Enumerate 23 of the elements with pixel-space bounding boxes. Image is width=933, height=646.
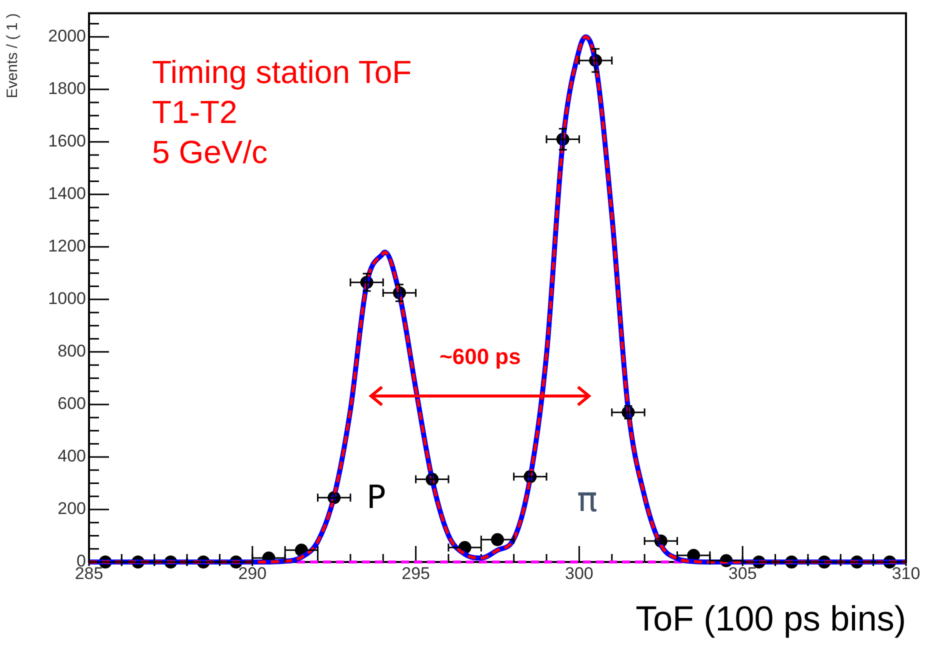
annotation: Timing station ToF (152, 54, 412, 90)
annotation: P (366, 478, 386, 516)
x-tick-label: 290 (238, 564, 267, 583)
y-tick-label: 200 (58, 499, 86, 518)
annotation: 5 GeV/c (152, 134, 268, 170)
annotation: π (577, 480, 598, 520)
y-tick-label: 600 (58, 394, 86, 414)
y-axis-title: Events / ( 1 ) (4, 13, 22, 98)
x-tick-label: 295 (402, 564, 430, 583)
x-axis-title: ToF (100 ps bins) (636, 600, 906, 639)
x-tick-label: 305 (728, 564, 757, 583)
x-tick-label: 310 (892, 564, 920, 583)
y-tick-label: 2000 (48, 26, 86, 46)
annotation: ~600 ps (440, 344, 521, 370)
y-tick-label: 1200 (48, 236, 86, 256)
x-tick-label: 300 (565, 564, 594, 583)
y-tick-label: 1000 (48, 289, 86, 308)
y-tick-label: 1800 (48, 79, 86, 98)
y-tick-label: 1400 (48, 184, 86, 204)
y-tick-label: 400 (58, 446, 86, 466)
y-tick-label: 1600 (48, 132, 86, 151)
y-tick-label: 800 (58, 342, 86, 361)
annotation: T1-T2 (152, 94, 238, 130)
